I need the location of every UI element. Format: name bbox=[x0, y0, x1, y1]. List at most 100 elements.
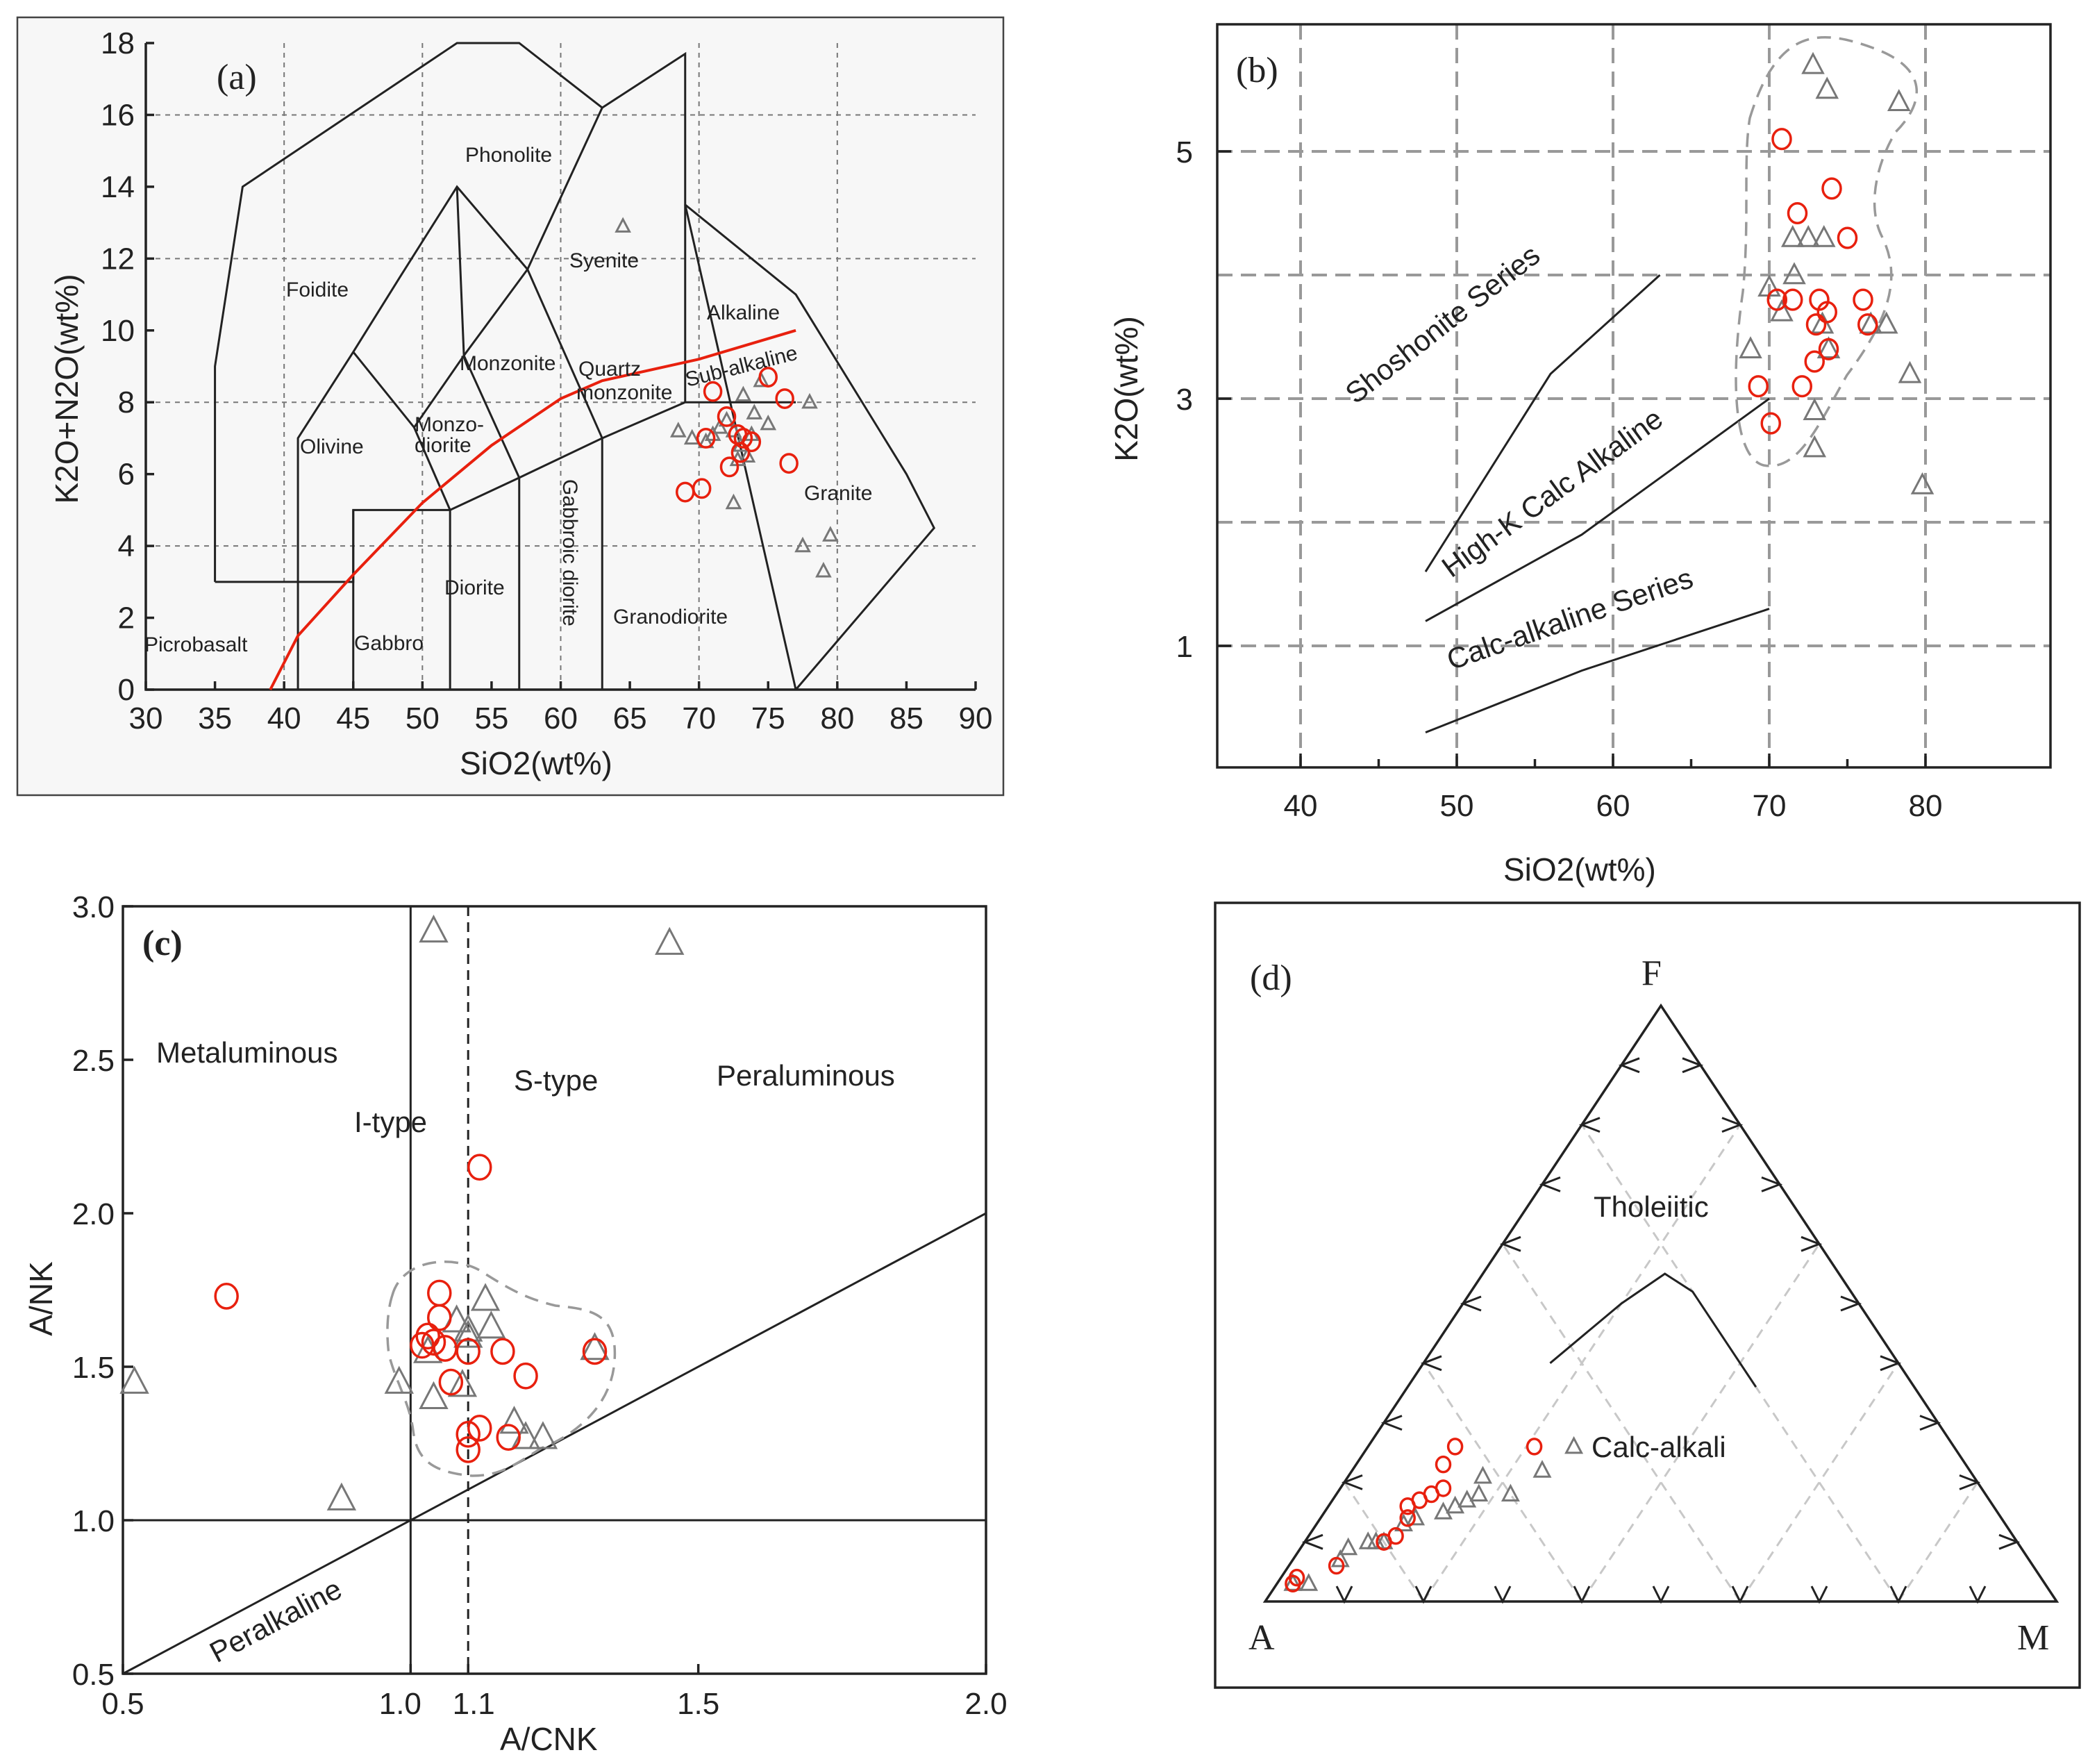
panel-a-y-axis-label: K2O+N2O(wt%) bbox=[49, 274, 85, 504]
grid-line bbox=[1739, 1362, 1900, 1602]
tick-mark bbox=[1761, 1176, 1783, 1192]
field-label: Syenite bbox=[569, 249, 639, 272]
data-point-circle bbox=[582, 1338, 608, 1365]
panel-c-y-axis-label: A/NK bbox=[23, 1261, 59, 1336]
panel-c-boundaries bbox=[122, 906, 987, 1675]
x-tick-label: 90 bbox=[959, 701, 993, 735]
y-tick-label: 2.0 bbox=[72, 1197, 115, 1231]
panel-b-k2o-sio2-diagram: 40 50 60 70 80 1 3 5 Shoshonite Series High-K C… bbox=[1108, 23, 2052, 888]
field-boundary bbox=[462, 355, 521, 479]
x-tick-label: 65 bbox=[613, 701, 647, 735]
panel-d-afm-diagram: (d) F A M Tholeiitic Calc-alkali bbox=[1214, 901, 2081, 1689]
data-point-triangle bbox=[1803, 435, 1827, 458]
grid-line bbox=[1897, 1481, 1979, 1602]
y-tick-label: 8 bbox=[118, 385, 135, 419]
data-point-circle bbox=[758, 367, 778, 388]
data-point-circle bbox=[467, 1154, 492, 1181]
data-point-triangle bbox=[119, 1365, 149, 1394]
field-boundary bbox=[526, 269, 603, 439]
y-tick-label: 1.0 bbox=[72, 1504, 115, 1538]
data-point-circle bbox=[456, 1420, 481, 1448]
data-point-triangle bbox=[419, 1381, 449, 1409]
series-label: High-K Calc Alkaline bbox=[1436, 402, 1669, 584]
panel-b-series-boundaries bbox=[1424, 274, 1770, 733]
panel-a-grid bbox=[146, 43, 976, 690]
x-tick-label: 1.5 bbox=[677, 1687, 719, 1721]
tick-mark bbox=[1335, 1586, 1353, 1604]
y-tick-label: 3 bbox=[1176, 383, 1193, 417]
field-label: Phonolite bbox=[465, 144, 552, 167]
data-point-circle bbox=[719, 456, 740, 478]
field-boundary bbox=[214, 42, 603, 582]
panel-b-y-axis-label: K2O(wt%) bbox=[1108, 316, 1144, 462]
data-point-circle bbox=[427, 1279, 452, 1307]
series-boundary-line bbox=[1425, 397, 1770, 622]
field-boundary bbox=[684, 203, 936, 690]
tick-mark bbox=[1880, 1355, 1902, 1372]
tick-mark bbox=[1499, 1235, 1521, 1252]
series-boundary-line bbox=[1425, 608, 1770, 733]
data-point-triangle bbox=[760, 414, 777, 431]
field-boundary bbox=[456, 186, 465, 356]
panel-a-frame bbox=[16, 16, 1005, 797]
tick-mark bbox=[1810, 1586, 1828, 1604]
panel-d-triangle bbox=[1262, 1003, 2060, 1603]
panel-c-data-points bbox=[119, 914, 685, 1511]
panel-a-tas-diagram: 30 35 40 45 50 55 60 65 70 75 80 85 90 0 2 4 6 8 10 12 14 16 1… bbox=[16, 16, 1005, 797]
data-point-circle bbox=[692, 478, 712, 499]
data-point-circle bbox=[490, 1338, 515, 1365]
data-point-triangle bbox=[1406, 1507, 1426, 1526]
data-point-triangle bbox=[1887, 89, 1911, 111]
panel-a-ticks: 30 35 40 45 50 55 60 65 70 75 80 85 90 0 2 4 6 8 10 12 14 16 1… bbox=[101, 26, 992, 735]
data-point-circle bbox=[1791, 375, 1812, 398]
data-point-triangle bbox=[801, 392, 818, 409]
data-point-triangle bbox=[1283, 1573, 1303, 1591]
data-point-triangle bbox=[615, 217, 631, 233]
data-point-triangle bbox=[746, 403, 763, 419]
panel-c-ticks: 0.5 1.0 1.1 1.5 2.0 0.5 1.0 1.5 2.0 2.5 3.0 bbox=[72, 890, 1008, 1721]
field-boundary bbox=[413, 426, 451, 510]
x-tick-label: 55 bbox=[474, 701, 508, 735]
data-point-circle bbox=[467, 1415, 492, 1442]
data-point-circle bbox=[1771, 128, 1792, 151]
panel-d-data-points bbox=[1283, 1436, 1584, 1593]
x-tick-label: 40 bbox=[267, 701, 301, 735]
panel-a-field-boundaries bbox=[214, 42, 936, 690]
tick-mark bbox=[1539, 1176, 1561, 1192]
field-label: Picrobasalt bbox=[144, 633, 248, 656]
data-point-circle bbox=[1288, 1568, 1305, 1587]
field-boundary bbox=[352, 268, 528, 429]
x-tick-label: 70 bbox=[682, 701, 716, 735]
tick-mark bbox=[1801, 1235, 1823, 1252]
data-point-triangle bbox=[470, 1283, 501, 1311]
data-point-triangle bbox=[815, 562, 832, 578]
data-point-circle bbox=[1760, 412, 1781, 435]
data-point-circle bbox=[1782, 288, 1803, 311]
y-tick-label: 16 bbox=[101, 98, 135, 132]
data-point-circle bbox=[728, 424, 748, 445]
data-point-triangle bbox=[1898, 360, 1922, 383]
data-point-triangle bbox=[1803, 398, 1827, 420]
panel-b-data-points bbox=[1739, 51, 1935, 494]
data-point-triangle bbox=[453, 1320, 483, 1348]
data-point-triangle bbox=[580, 1332, 610, 1361]
field-label: Alkaline bbox=[707, 301, 780, 324]
data-point-triangle bbox=[1780, 224, 1805, 247]
field-boundary bbox=[296, 51, 797, 690]
tick-mark bbox=[1969, 1586, 1987, 1604]
data-point-circle bbox=[1748, 375, 1769, 398]
data-point-triangle bbox=[1816, 336, 1841, 358]
data-point-triangle bbox=[1874, 311, 1898, 334]
data-point-triangle bbox=[447, 1369, 478, 1397]
field-label: Granite bbox=[804, 482, 872, 505]
panel-d-frame bbox=[1214, 901, 2081, 1689]
tick-mark bbox=[1301, 1533, 1323, 1550]
data-point-circle bbox=[438, 1368, 464, 1396]
field-label: S-type bbox=[514, 1064, 598, 1097]
data-point-circle bbox=[1387, 1526, 1404, 1545]
vertex-label: F bbox=[1641, 954, 1662, 993]
data-point-triangle bbox=[528, 1421, 558, 1449]
data-point-circle bbox=[1766, 288, 1787, 311]
data-point-triangle bbox=[384, 1365, 414, 1394]
panel-d-label: (d) bbox=[1250, 958, 1292, 998]
